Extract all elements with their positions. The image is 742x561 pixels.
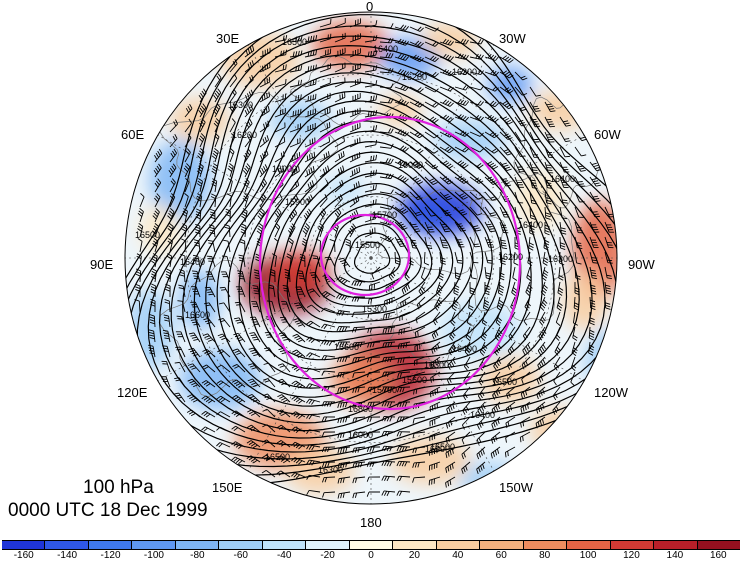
colorbar-swatch	[349, 541, 394, 549]
lon-label-120e: 120E	[117, 385, 148, 400]
colorbar-tick-label: -160	[13, 550, 34, 561]
contour-label: 16300	[318, 465, 343, 475]
map-boundary	[124, 11, 618, 505]
lon-label-0: 0	[366, 0, 374, 14]
contour-label: 16500	[282, 37, 307, 47]
colorbar-tick-label: 20	[408, 550, 420, 561]
contour-label: 16200	[498, 252, 523, 262]
contour-label: 16400	[518, 220, 543, 230]
pressure-level-caption: 100 hPa	[83, 477, 154, 498]
lon-label-60e: 60E	[121, 127, 145, 142]
contour-label: 16300	[424, 360, 449, 370]
contour-label: 16500	[465, 489, 490, 499]
lon-label-30w: 30W	[499, 31, 526, 46]
colorbar-tick-label: 100	[579, 550, 597, 561]
colorbar-swatch	[306, 541, 350, 549]
colorbar-tick-label: -80	[190, 550, 205, 561]
colorbar-tick-label: 40	[452, 550, 464, 561]
contour-label: 15900	[285, 197, 310, 207]
colorbar-tick-label: 160	[709, 550, 727, 561]
colorbar-swatch	[436, 541, 481, 549]
contour-label: 15600	[402, 375, 427, 385]
contour-label: 15300	[362, 304, 387, 314]
contour-label: 16800	[348, 404, 373, 414]
contour-label: 15500	[355, 240, 380, 250]
contour-label: 16000	[398, 160, 423, 170]
colorbar-swatch	[262, 541, 307, 549]
contour-label: 16600	[334, 342, 359, 352]
lon-label-120w: 120W	[594, 385, 628, 400]
colorbar-swatch	[175, 541, 220, 549]
contour-label: 15700	[372, 210, 397, 220]
contour-label: 16300	[452, 67, 477, 77]
colorbar-swatch	[480, 541, 524, 549]
colorbar-swatch	[523, 541, 568, 549]
contour-label: 16500	[265, 452, 290, 462]
contour-label: 16400	[452, 344, 477, 354]
contour-label: 16400	[470, 410, 495, 420]
contour-label: 16000	[348, 430, 373, 440]
contour-label: 16200	[402, 72, 427, 82]
contour-label: 16500	[135, 230, 160, 240]
contour-label: 16500	[430, 442, 455, 452]
colorbar-tick-label: -120	[100, 550, 121, 561]
lon-label-150w: 150W	[499, 480, 533, 495]
contour-labels: 16500 16400 16200 16300 16300 16200 16000 16000…	[135, 37, 575, 499]
colorbar-swatch	[2, 541, 46, 549]
contour-label: 15700	[372, 385, 397, 395]
lon-label-180: 180	[360, 515, 382, 530]
lon-label-150e: 150E	[212, 480, 243, 495]
contour-label: 16400	[373, 44, 398, 54]
wind-barbs	[134, 18, 615, 499]
colorbar-swatch	[219, 541, 263, 549]
contour-label: 16200	[232, 130, 257, 140]
colorbar-tick-label: -100	[143, 550, 164, 561]
lon-label-90e: 90E	[90, 257, 114, 272]
colorbar-tick-label: 60	[495, 550, 507, 561]
magenta-circles	[258, 115, 522, 411]
contour-label: 16400	[550, 174, 575, 184]
colorbar-tick-label: 140	[666, 550, 684, 561]
contour-label: 16300	[228, 100, 253, 110]
colorbar-tick-label: 80	[539, 550, 551, 561]
colorbar-swatch	[567, 541, 611, 549]
lon-label-60w: 60W	[594, 127, 621, 142]
colorbar-swatch	[393, 541, 437, 549]
colorbar-swatch	[88, 541, 133, 549]
colorbar-swatch	[45, 541, 89, 549]
colorbar-tick-label: -20	[320, 550, 335, 561]
height-contours	[125, 12, 617, 486]
contour-label: 16500	[492, 377, 517, 387]
contour-label: 16300	[548, 254, 573, 264]
colorbar-swatch	[610, 541, 655, 549]
datetime-caption: 0000 UTC 18 Dec 1999	[8, 500, 208, 521]
colorbar-swatch	[654, 541, 698, 549]
colorbar-tick-label: -140	[57, 550, 78, 561]
contour-label: 16400	[180, 257, 205, 267]
colorbar-tick-label: -60	[233, 550, 248, 561]
colorbar-swatch	[132, 541, 176, 549]
contour-label: 16000	[272, 164, 297, 174]
colorbar	[2, 540, 740, 550]
colorbar-tick-label: -40	[276, 550, 292, 561]
contour-label: 16000	[425, 444, 450, 454]
lon-label-30e: 30E	[216, 31, 240, 46]
contour-label: 16600	[185, 310, 210, 320]
colorbar-tick-label: 120	[623, 550, 640, 561]
colorbar-swatch	[697, 541, 740, 549]
colorbar-tick-label: 0	[368, 550, 374, 561]
lon-label-90w: 90W	[628, 257, 655, 272]
